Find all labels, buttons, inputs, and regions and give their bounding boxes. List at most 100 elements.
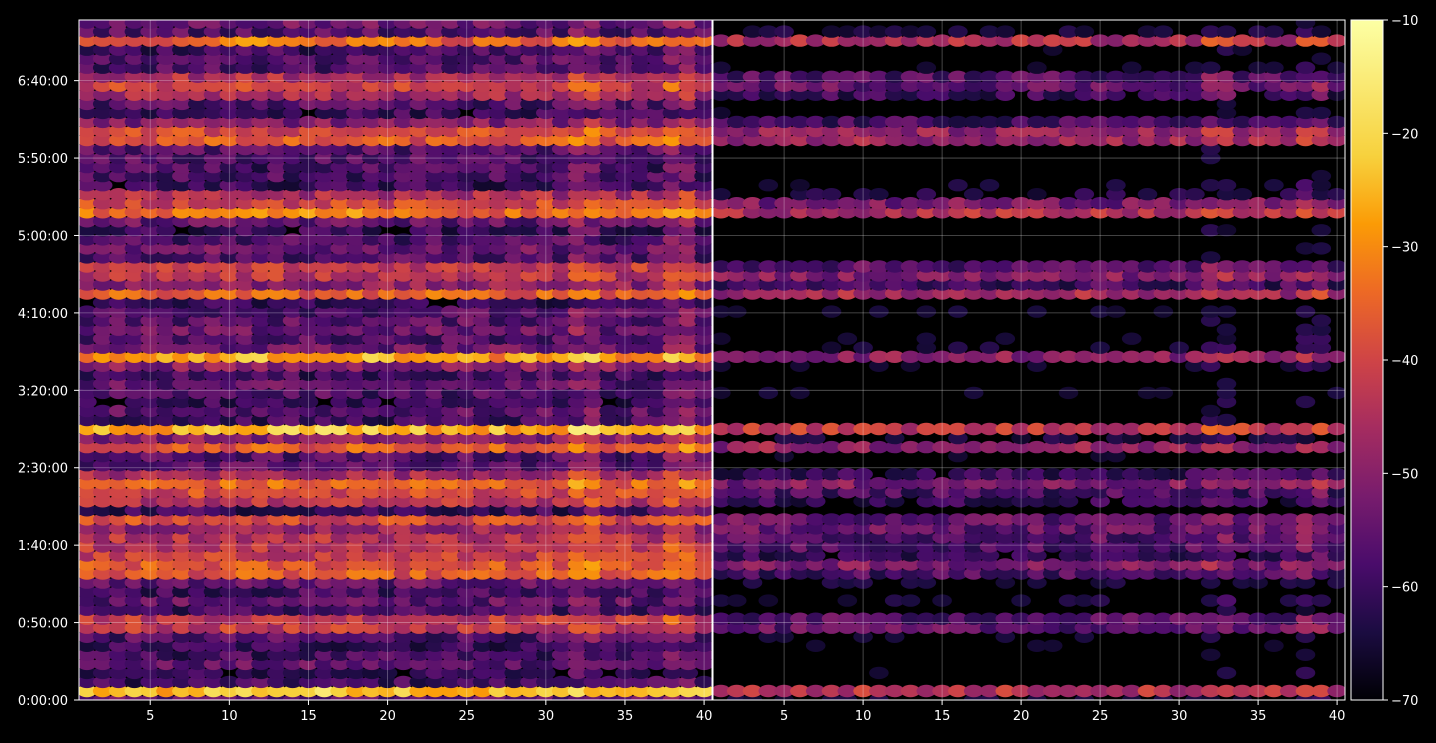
heatmap-cell xyxy=(694,486,712,499)
heatmap-cell xyxy=(330,296,350,309)
heatmap-cell xyxy=(599,106,619,120)
heatmap-cell xyxy=(1311,179,1332,192)
heatmap-cell xyxy=(108,151,129,165)
heatmap-cell xyxy=(472,115,493,129)
heatmap-cell xyxy=(694,133,712,147)
heatmap-cell xyxy=(219,422,240,436)
heatmap-cell xyxy=(790,197,810,210)
heatmap-cell xyxy=(932,531,952,544)
heatmap-cell xyxy=(1074,422,1095,436)
heatmap-cell xyxy=(1216,179,1237,192)
heatmap-cell xyxy=(932,422,952,436)
y-tick-label: 1:40:00 xyxy=(18,539,68,554)
heatmap-cell xyxy=(409,612,430,625)
heatmap-cell xyxy=(187,97,208,111)
heatmap-cell xyxy=(758,522,779,535)
heatmap-cell xyxy=(377,169,398,183)
heatmap-cell xyxy=(1185,197,1205,210)
heatmap-cell xyxy=(441,20,461,29)
heatmap-cell xyxy=(1311,70,1332,84)
heatmap-cell xyxy=(884,70,905,84)
heatmap-cell xyxy=(488,350,509,363)
heatmap-cell xyxy=(774,522,794,535)
heatmap-cell xyxy=(1264,179,1284,192)
heatmap-cell xyxy=(393,61,414,74)
heatmap-cell xyxy=(1200,79,1221,93)
heatmap-cell xyxy=(694,386,712,400)
heatmap-cell xyxy=(869,34,889,47)
heatmap-cell xyxy=(140,639,160,652)
heatmap-cell xyxy=(456,88,477,102)
heatmap-cell xyxy=(441,449,461,463)
heatmap-cell xyxy=(963,468,984,481)
heatmap-cell xyxy=(156,666,176,680)
heatmap-cell xyxy=(441,106,461,120)
heatmap-cell xyxy=(409,639,430,652)
heatmap-cell xyxy=(583,630,604,643)
heatmap-cell xyxy=(235,97,255,111)
heatmap-cell xyxy=(441,197,461,210)
heatmap-cell xyxy=(1295,513,1316,526)
heatmap-cell xyxy=(520,522,540,535)
heatmap-cell xyxy=(330,350,350,363)
y-tick-label: 2:30:00 xyxy=(18,462,68,477)
heatmap-cell xyxy=(187,684,208,698)
heatmap-cell xyxy=(393,79,414,93)
colorbar-tick-label: −20 xyxy=(1391,127,1418,142)
heatmap-cell xyxy=(362,522,382,535)
heatmap-cell xyxy=(567,576,588,589)
heatmap-cell xyxy=(79,278,97,291)
heatmap-cell xyxy=(456,224,477,237)
heatmap-cell xyxy=(156,648,176,661)
heatmap-cell xyxy=(979,422,1000,436)
heatmap-cell xyxy=(219,79,240,93)
heatmap-cell xyxy=(1264,260,1284,273)
heatmap-cell xyxy=(377,513,398,526)
heatmap-cell xyxy=(615,522,635,535)
heatmap-cell xyxy=(1248,133,1268,147)
heatmap-cell xyxy=(282,260,303,273)
heatmap-cell xyxy=(156,567,176,580)
heatmap-cell xyxy=(1153,495,1174,508)
heatmap-cell xyxy=(140,341,160,354)
heatmap-cell xyxy=(615,449,635,463)
heatmap-cell xyxy=(790,522,810,535)
heatmap-cell xyxy=(536,296,556,309)
heatmap-cell xyxy=(219,133,240,147)
heatmap-cell xyxy=(821,70,842,84)
heatmap-cell xyxy=(774,422,794,436)
heatmap-cell xyxy=(1279,576,1300,589)
heatmap-cell xyxy=(377,124,398,138)
heatmap-cell xyxy=(79,540,97,553)
heatmap-cell xyxy=(963,440,984,454)
heatmap-cell xyxy=(662,269,683,282)
heatmap-cell xyxy=(282,25,303,38)
heatmap-cell xyxy=(504,251,524,264)
heatmap-cell xyxy=(488,666,509,680)
heatmap-cell xyxy=(393,540,414,553)
heatmap-cell xyxy=(1200,594,1221,607)
heatmap-cell xyxy=(646,70,667,84)
heatmap-cell xyxy=(869,612,889,625)
heatmap-cell xyxy=(108,88,129,102)
heatmap-cell xyxy=(362,477,382,490)
heatmap-cell xyxy=(330,341,350,354)
heatmap-cell xyxy=(314,495,335,508)
heatmap-cell xyxy=(456,404,477,418)
heatmap-cell xyxy=(662,79,683,93)
heatmap-cell xyxy=(1200,440,1221,454)
heatmap-cell xyxy=(1248,621,1268,634)
heatmap-cell xyxy=(330,440,350,454)
heatmap-cell xyxy=(92,287,113,300)
heatmap-cell xyxy=(758,260,779,273)
heatmap-cell xyxy=(251,188,271,201)
heatmap-cell xyxy=(900,522,921,535)
heatmap-cell xyxy=(599,115,619,129)
heatmap-cell xyxy=(979,468,1000,481)
heatmap-cell xyxy=(1295,603,1316,616)
heatmap-cell xyxy=(979,287,1000,300)
heatmap-cell xyxy=(362,621,382,634)
heatmap-cell xyxy=(219,314,240,327)
heatmap-cell xyxy=(694,20,712,29)
heatmap-cell xyxy=(1185,260,1205,273)
